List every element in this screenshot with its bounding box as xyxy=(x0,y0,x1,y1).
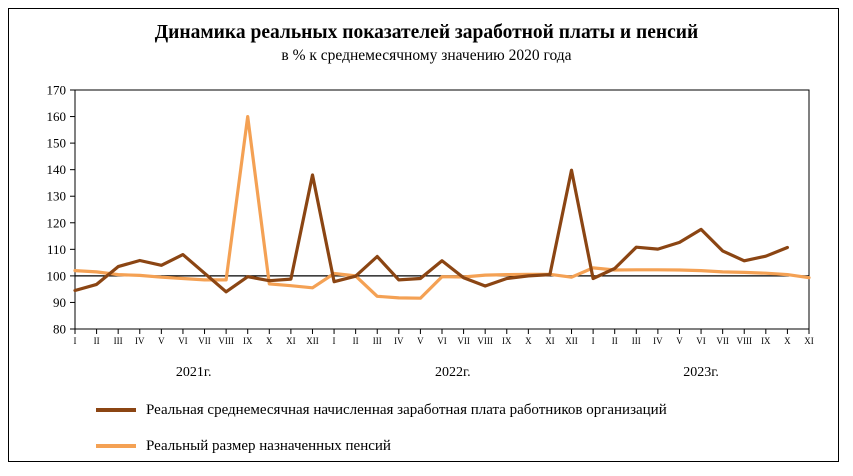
x-tick-label: V xyxy=(417,336,424,346)
x-tick-label: IV xyxy=(135,336,145,346)
y-tick-label: 120 xyxy=(47,215,67,230)
legend-label-pensions: Реальный размер назначенных пенсий xyxy=(146,437,391,454)
x-tick-label: I xyxy=(74,336,77,346)
x-tick-label: III xyxy=(114,336,123,346)
year-label: 2021г. xyxy=(176,365,212,380)
x-tick-label: IV xyxy=(653,336,663,346)
chart-subtitle: в % к среднемесячному значению 2020 года xyxy=(281,47,572,64)
x-tick-label: XI xyxy=(286,336,296,346)
plot-area xyxy=(74,89,810,330)
x-tick-label: VI xyxy=(696,336,706,346)
x-tick-label: XI xyxy=(545,336,555,346)
x-tick-label: IX xyxy=(502,336,512,346)
x-tick-label: XI xyxy=(804,336,814,346)
y-tick-label: 160 xyxy=(47,109,67,124)
x-tick-label: XII xyxy=(565,336,578,346)
series-line-pensions xyxy=(73,114,811,300)
y-tick-label: 90 xyxy=(53,295,66,310)
x-tick-label: I xyxy=(333,336,336,346)
x-tick-label: VII xyxy=(457,336,470,346)
x-tick-label: III xyxy=(632,336,641,346)
y-tick-label: 80 xyxy=(53,322,66,337)
y-tick-label: 140 xyxy=(47,162,67,177)
x-tick-label: V xyxy=(676,336,683,346)
x-tick-label: VIII xyxy=(477,336,493,346)
x-tick-label: IX xyxy=(243,336,253,346)
x-tick-label: IV xyxy=(394,336,404,346)
x-tick-label: VIII xyxy=(218,336,234,346)
y-tick-label: 100 xyxy=(47,268,67,283)
legend-item-wages: Реальная среднемесячная начисленная зара… xyxy=(96,400,667,420)
x-tick-label: II xyxy=(94,336,100,346)
chart-frame xyxy=(8,8,839,462)
y-tick-label: 170 xyxy=(47,83,67,98)
legend-item-pensions: Реальный размер назначенных пенсий xyxy=(96,436,391,456)
x-tick-label: X xyxy=(525,336,532,346)
x-tick-label: II xyxy=(612,336,618,346)
year-label: 2022г. xyxy=(435,365,471,380)
x-tick-label: II xyxy=(353,336,359,346)
x-tick-label: VII xyxy=(716,336,729,346)
y-tick-label: 130 xyxy=(47,189,67,204)
x-tick-label: VI xyxy=(437,336,447,346)
x-tick-label: I xyxy=(592,336,595,346)
x-tick-label: X xyxy=(784,336,791,346)
x-tick-label: VII xyxy=(198,336,211,346)
x-tick-label: VI xyxy=(178,336,188,346)
legend-label-wages: Реальная среднемесячная начисленная зара… xyxy=(146,401,667,418)
x-tick-label: X xyxy=(266,336,273,346)
x-tick-label: XII xyxy=(306,336,319,346)
x-tick-label: IX xyxy=(761,336,771,346)
year-label: 2023г. xyxy=(683,365,719,380)
x-tick-label: III xyxy=(373,336,382,346)
chart-title: Динамика реальных показателей заработной… xyxy=(154,22,699,43)
legend-swatch-wages xyxy=(96,408,136,412)
x-tick-label: V xyxy=(158,336,165,346)
y-tick-label: 150 xyxy=(47,136,67,151)
x-tick-label: VIII xyxy=(736,336,752,346)
legend-swatch-pensions xyxy=(96,444,136,448)
series-line-wages xyxy=(73,168,790,294)
y-tick-label: 110 xyxy=(47,242,66,257)
